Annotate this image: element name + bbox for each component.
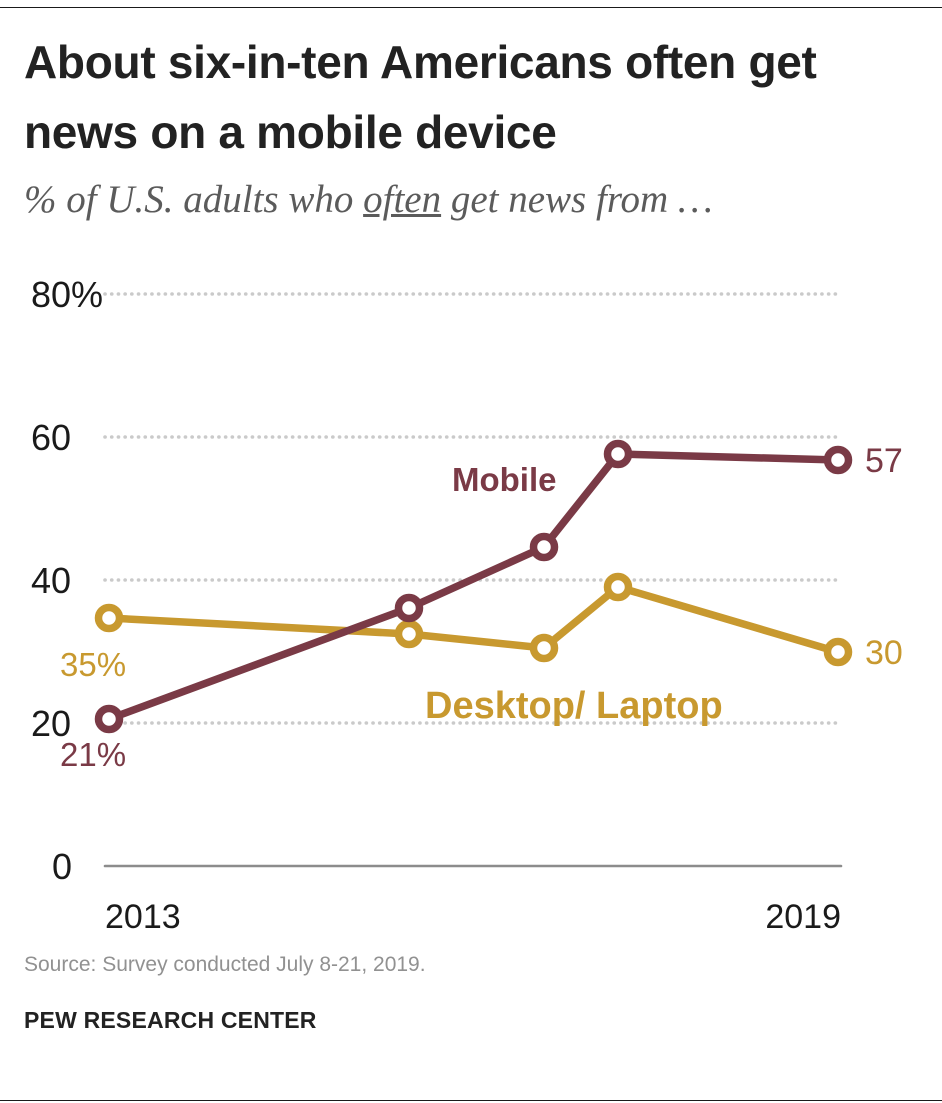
svg-text:0: 0 [52,846,72,887]
svg-text:2019: 2019 [765,898,841,936]
svg-text:2013: 2013 [105,898,181,936]
svg-text:Desktop/ Laptop: Desktop/ Laptop [425,685,723,727]
svg-text:40: 40 [31,560,71,601]
svg-text:60: 60 [31,417,71,458]
svg-text:Mobile: Mobile [452,461,557,498]
svg-text:35%: 35% [60,646,126,683]
svg-text:30: 30 [865,634,903,672]
svg-text:57: 57 [865,442,903,480]
svg-text:21%: 21% [60,736,126,773]
svg-text:80%: 80% [31,274,103,315]
